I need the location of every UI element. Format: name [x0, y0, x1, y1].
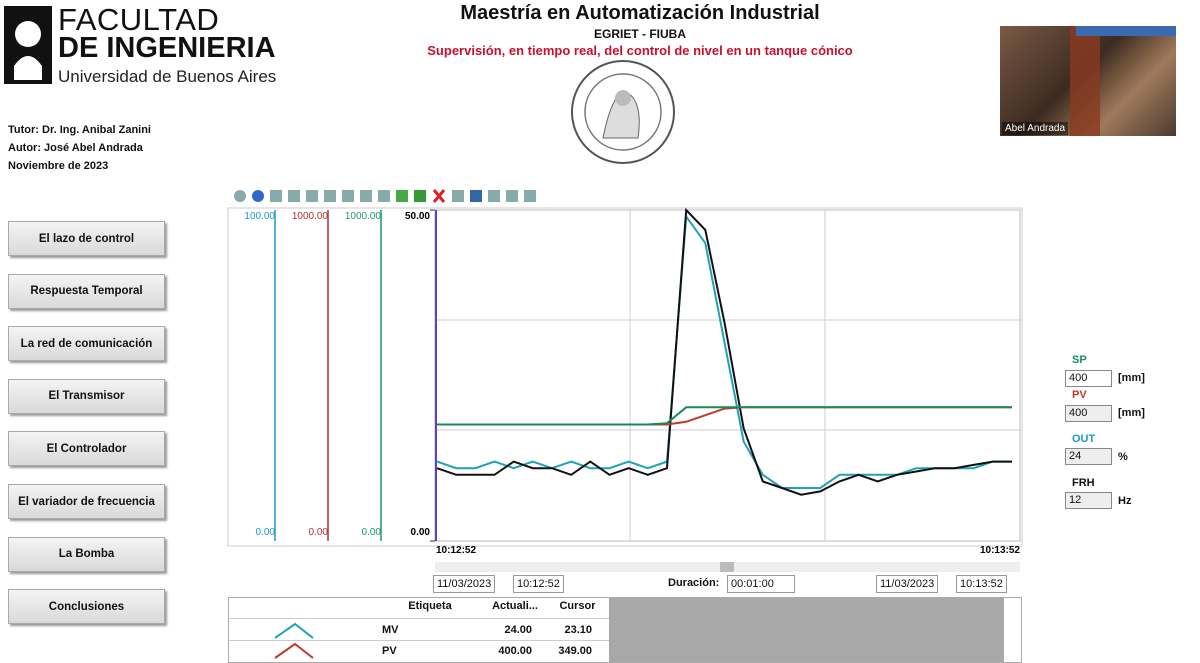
- menu-button[interactable]: El lazo de control: [8, 221, 165, 256]
- panel-input[interactable]: 400: [1065, 405, 1112, 422]
- table-cell: 24.00: [504, 624, 532, 636]
- table-cell: 400.00: [498, 645, 532, 657]
- credit: Tutor: Dr. Ing. Anibal Zanini: [8, 124, 151, 136]
- duration[interactable]: 00:01:00: [727, 575, 795, 593]
- panel-unit: [mm]: [1118, 407, 1145, 419]
- credit: Noviembre de 2023: [8, 160, 109, 172]
- scrollbar-thumb[interactable]: [720, 562, 734, 572]
- data-table: [228, 597, 1022, 663]
- end-time[interactable]: 10:13:52: [956, 575, 1007, 593]
- y-tick-label: 0.00: [411, 527, 431, 538]
- title: Maestría en Automatización Industrial: [460, 2, 820, 24]
- menu-button[interactable]: La red de comunicación: [8, 326, 165, 362]
- end-date[interactable]: 11/03/2023: [876, 575, 939, 593]
- x-label: 10:12:52: [436, 545, 476, 556]
- scale-top-label: 100.00: [244, 211, 275, 222]
- x-label: 10:13:52: [980, 545, 1020, 556]
- menu-button[interactable]: La Bomba: [8, 536, 165, 572]
- menu-button[interactable]: El variador de frecuencia: [8, 484, 165, 519]
- panel-input[interactable]: 400: [1065, 370, 1112, 387]
- plot-area: [434, 209, 1021, 542]
- menu-button[interactable]: El Controlador: [8, 431, 165, 467]
- panel-input[interactable]: 24: [1065, 448, 1112, 465]
- logo-text: DE INGENIERIA: [58, 32, 276, 64]
- chart-toolbar: [234, 189, 536, 203]
- menu-button[interactable]: Conclusiones: [8, 589, 165, 625]
- y-tick-label: 50.00: [405, 211, 430, 222]
- table-cell: MV: [382, 624, 399, 636]
- logo-text: Universidad de Buenos Aires: [58, 67, 277, 86]
- menu-button[interactable]: El Transmisor: [8, 378, 165, 414]
- university-seal: [571, 60, 675, 164]
- webcam-name: Abel Andrada: [1002, 122, 1069, 135]
- panel-unit: Hz: [1118, 495, 1132, 507]
- table-header: Etiqueta: [408, 600, 452, 612]
- table-cell: 23.10: [564, 624, 592, 636]
- credit: Autor: José Abel Andrada: [8, 142, 143, 154]
- table-header: Cursor: [559, 600, 596, 612]
- webcam-video: [1000, 26, 1176, 136]
- panel-label: SP: [1072, 354, 1087, 366]
- menu-button[interactable]: Respuesta Temporal: [8, 273, 165, 309]
- scale-bottom-label: 0.00: [309, 527, 329, 538]
- panel-input[interactable]: 12: [1065, 492, 1112, 509]
- panel-unit: [mm]: [1118, 372, 1145, 384]
- panel-label: FRH: [1072, 477, 1095, 489]
- description: Supervisión, en tiempo real, del control…: [427, 43, 853, 58]
- trend-line: [436, 207, 1012, 496]
- scale-bottom-label: 0.00: [256, 527, 276, 538]
- scale-top-label: 1000.00: [345, 211, 382, 222]
- panel-label: OUT: [1072, 433, 1096, 445]
- duration-label: Duración:: [668, 577, 720, 589]
- scale-top-label: 1000.00: [292, 211, 329, 222]
- logo-emblem: [4, 6, 52, 84]
- trend-line: [436, 213, 1012, 489]
- logo-text: FACULTAD: [58, 2, 220, 37]
- scale-bottom-label: 0.00: [362, 527, 382, 538]
- panel-label: PV: [1072, 389, 1087, 401]
- panel-unit: %: [1118, 451, 1128, 463]
- start-date[interactable]: 11/03/2023: [433, 575, 496, 593]
- table-cell: 349.00: [558, 645, 592, 657]
- start-time[interactable]: 10:12:52: [513, 575, 564, 593]
- table-cell: PV: [382, 645, 397, 657]
- subtitle: EGRIET - FIUBA: [594, 27, 686, 41]
- table-header: Actuali...: [492, 600, 538, 612]
- trend-line: [437, 406, 1012, 426]
